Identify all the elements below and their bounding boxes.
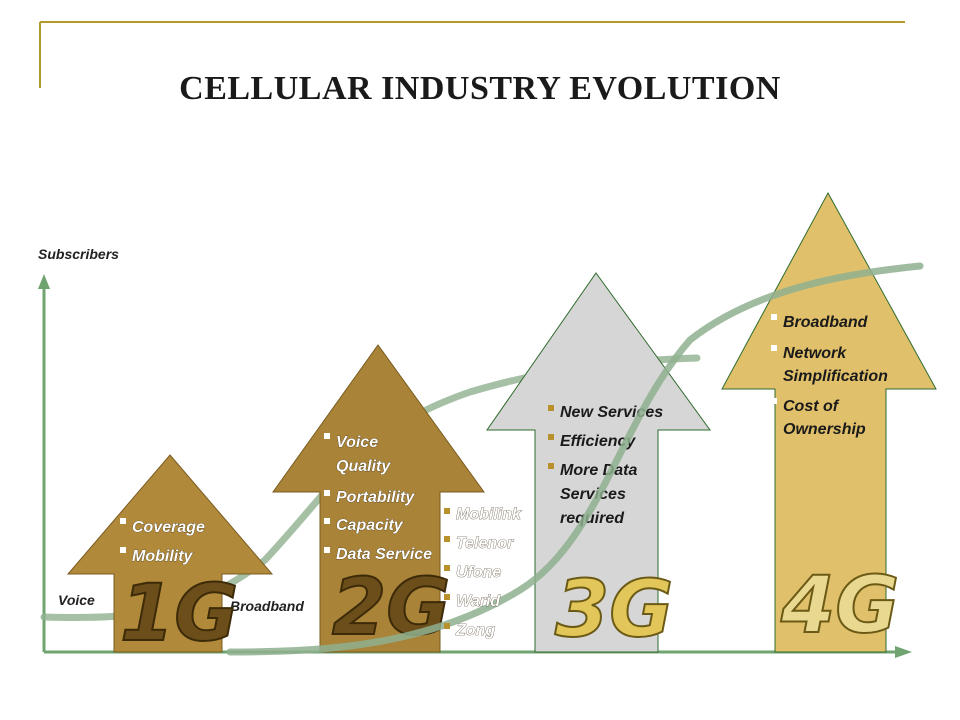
operator-list: Mobilink Telenor Ufone Warid Zong (444, 506, 522, 639)
bullet-3g-1: Efficiency (560, 433, 636, 450)
operator-0: Mobilink (456, 506, 522, 523)
bullet-4g-2-line2: Ownership (783, 421, 866, 438)
bullet-3g-2-line1: More Data (560, 462, 637, 479)
arrow-1g: Coverage Mobility 1G (66, 454, 274, 660)
operator-1: Telenor (456, 535, 514, 552)
bullet-2g-3: Data Service (336, 546, 432, 563)
broadband-label: Broadband (230, 598, 304, 614)
bullet-3g-2-line2: Services (560, 486, 626, 503)
bullet-1g-0: Coverage (132, 519, 205, 536)
bullet-2g-0-line1: Voice (336, 434, 378, 451)
broadband-growth-curve (226, 262, 924, 656)
gen-label-1g: 1G (120, 569, 238, 659)
bullet-1g-1: Mobility (132, 548, 194, 565)
bullet-2g-0-line2: Quality (336, 458, 391, 475)
gen-label-3g: 3G (555, 565, 673, 655)
operator-3: Warid (456, 593, 501, 610)
arrow-3g: New Services Efficiency More Data Servic… (486, 272, 711, 656)
bullet-4g-1-line1: Network (783, 345, 847, 362)
bullet-3g-2-line3: required (560, 510, 625, 527)
page-title: CELLULAR INDUSTRY EVOLUTION (179, 70, 781, 107)
gen-label-4g: 4G (780, 561, 899, 651)
operator-2: Ufone (456, 564, 501, 581)
bullet-4g-2-line1: Cost of (783, 398, 840, 415)
bullet-2g-1: Portability (336, 489, 415, 506)
arrow-2g: Voice Quality Portability Capacity Data … (272, 344, 485, 654)
bullet-2g-2: Capacity (336, 517, 404, 534)
arrow-4g: Broadband Network Simplification Cost of… (721, 191, 937, 653)
bullet-4g-1-line2: Simplification (783, 368, 888, 385)
bullet-4g-0: Broadband (783, 314, 869, 331)
voice-label: Voice (58, 592, 95, 608)
y-axis-label: Subscribers (38, 246, 119, 262)
operator-4: Zong (455, 622, 495, 639)
